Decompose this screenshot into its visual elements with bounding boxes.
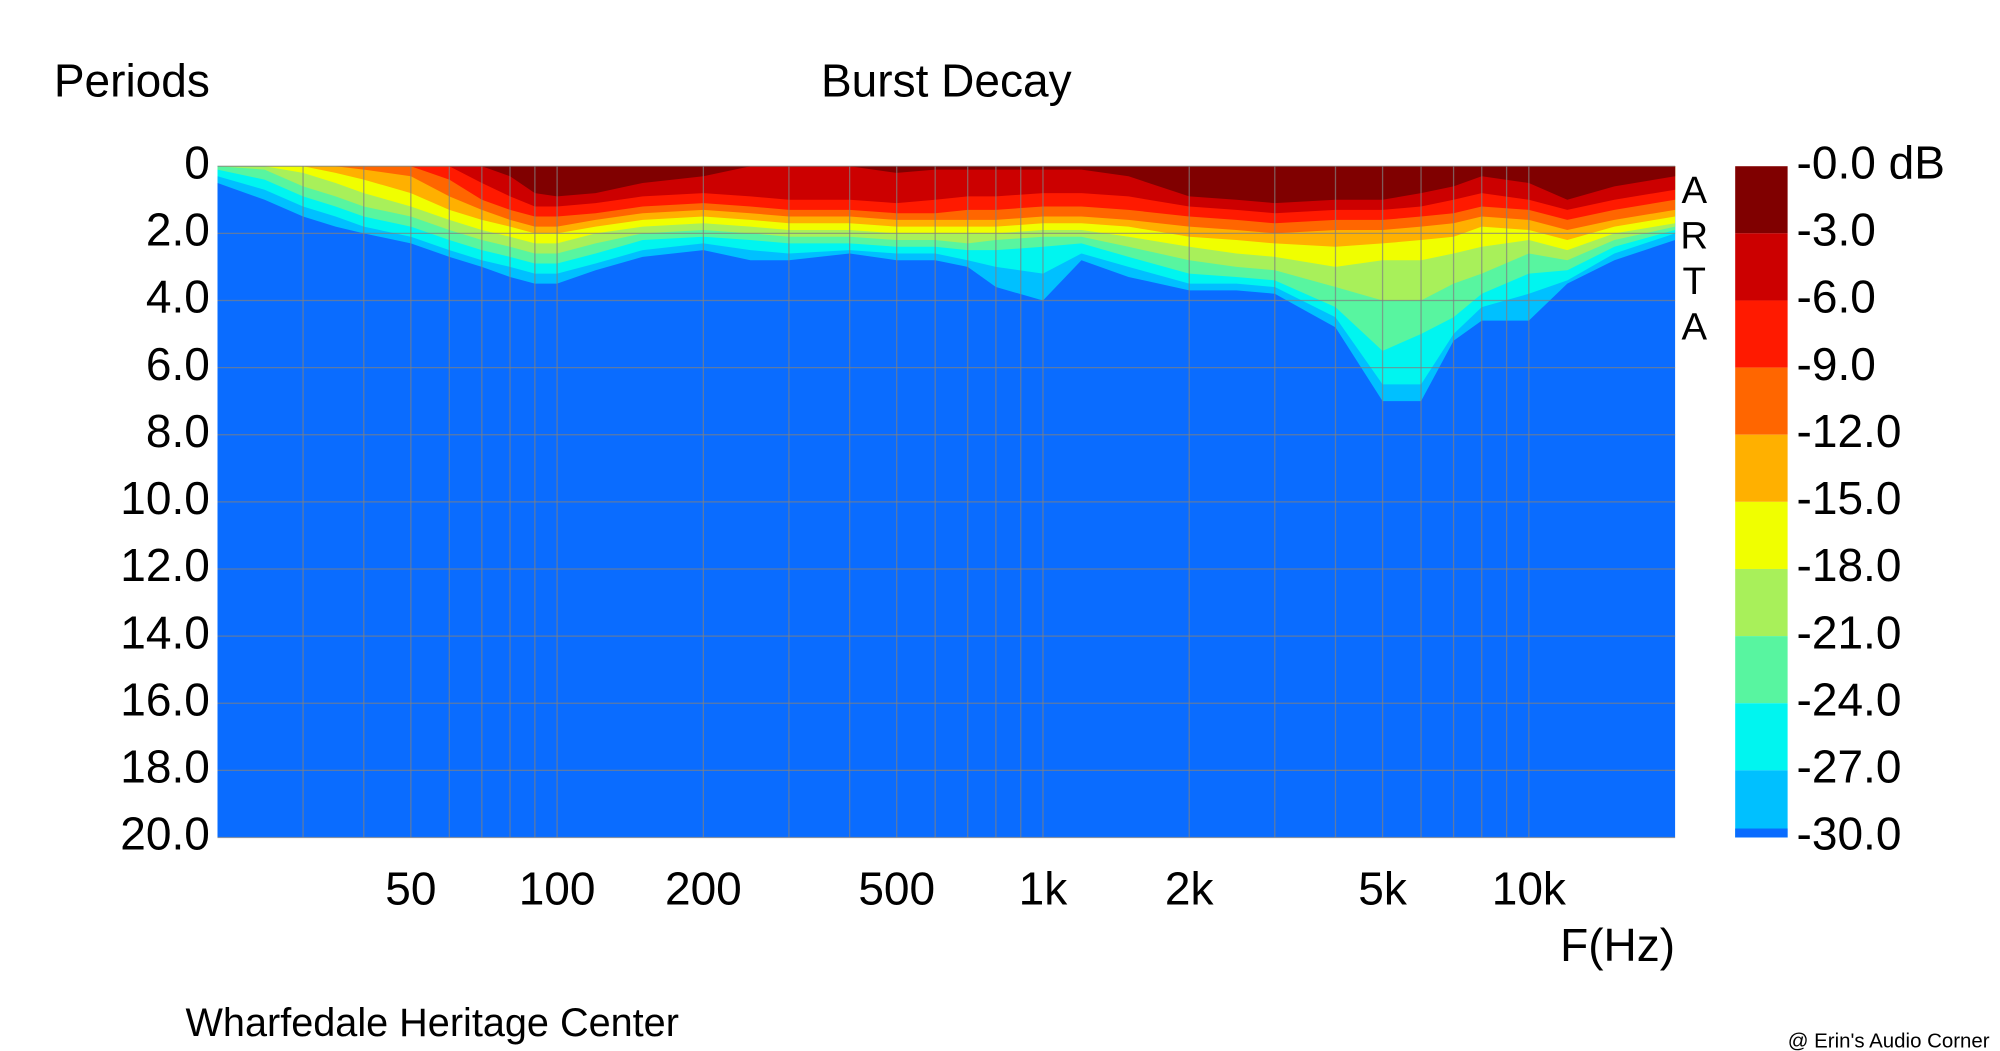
y-tick-label: 4.0 bbox=[146, 271, 210, 323]
y-tick-label: 18.0 bbox=[120, 741, 210, 793]
colorbar-band bbox=[1735, 568, 1788, 637]
y-tick-label: 12.0 bbox=[120, 539, 210, 591]
y-tick-label: 2.0 bbox=[146, 203, 210, 255]
colorbar-band bbox=[1735, 703, 1788, 771]
colorbar-floor-band bbox=[1735, 828, 1788, 838]
colorbar-tick-label: -18.0 bbox=[1797, 539, 1902, 591]
y-tick-label: 8.0 bbox=[146, 405, 210, 457]
y-tick-label: 10.0 bbox=[120, 472, 210, 524]
y-tick-label: 0 bbox=[184, 136, 210, 188]
colorbar-tick-label: -30.0 bbox=[1797, 808, 1902, 860]
x-axis-label: F(Hz) bbox=[1560, 919, 1675, 971]
x-tick-label: 200 bbox=[665, 863, 742, 915]
colorbar-tick-label: -24.0 bbox=[1797, 673, 1902, 725]
colorbar-tick-label: -27.0 bbox=[1797, 741, 1902, 793]
colorbar-tick-label: -15.0 bbox=[1797, 472, 1902, 524]
colorbar-tick-label: -9.0 bbox=[1797, 338, 1876, 390]
colorbar-tick-label: -0.0 dB bbox=[1797, 136, 1945, 188]
x-tick-label: 10k bbox=[1492, 863, 1567, 915]
y-tick-label: 6.0 bbox=[146, 338, 210, 390]
credit: @ Erin's Audio Corner bbox=[1788, 1029, 1990, 1051]
x-tick-label: 500 bbox=[858, 863, 935, 915]
decay-level-area bbox=[217, 166, 1676, 204]
chart-title: Burst Decay bbox=[821, 55, 1072, 107]
colorbar-band bbox=[1735, 367, 1788, 435]
y-tick-label: 16.0 bbox=[120, 673, 210, 725]
colorbar-band bbox=[1735, 501, 1788, 569]
x-tick-label: 50 bbox=[385, 863, 436, 915]
y-tick-label: 20.0 bbox=[120, 808, 210, 860]
colorbar-band bbox=[1735, 166, 1788, 234]
colorbar-tick-label: -21.0 bbox=[1797, 606, 1902, 658]
footer: Wharfedale Heritage Center bbox=[186, 1001, 679, 1045]
watermark: ARTA bbox=[1673, 169, 1716, 351]
y-tick-label: 14.0 bbox=[120, 606, 210, 658]
x-tick-label: 100 bbox=[519, 863, 596, 915]
colorbar-band bbox=[1735, 770, 1788, 838]
colorbar-band bbox=[1735, 636, 1788, 704]
colorbar-tick-label: -3.0 bbox=[1797, 203, 1876, 255]
x-tick-label: 1k bbox=[1019, 863, 1069, 915]
y-axis-label: Periods bbox=[54, 55, 210, 107]
x-tick-label: 5k bbox=[1358, 863, 1408, 915]
colorbar-tick-label: -6.0 bbox=[1797, 271, 1876, 323]
colorbar-tick-label: -12.0 bbox=[1797, 405, 1902, 457]
x-tick-label: 2k bbox=[1165, 863, 1215, 915]
colorbar-band bbox=[1735, 434, 1788, 502]
colorbar-band bbox=[1735, 300, 1788, 368]
colorbar-band bbox=[1735, 233, 1788, 301]
